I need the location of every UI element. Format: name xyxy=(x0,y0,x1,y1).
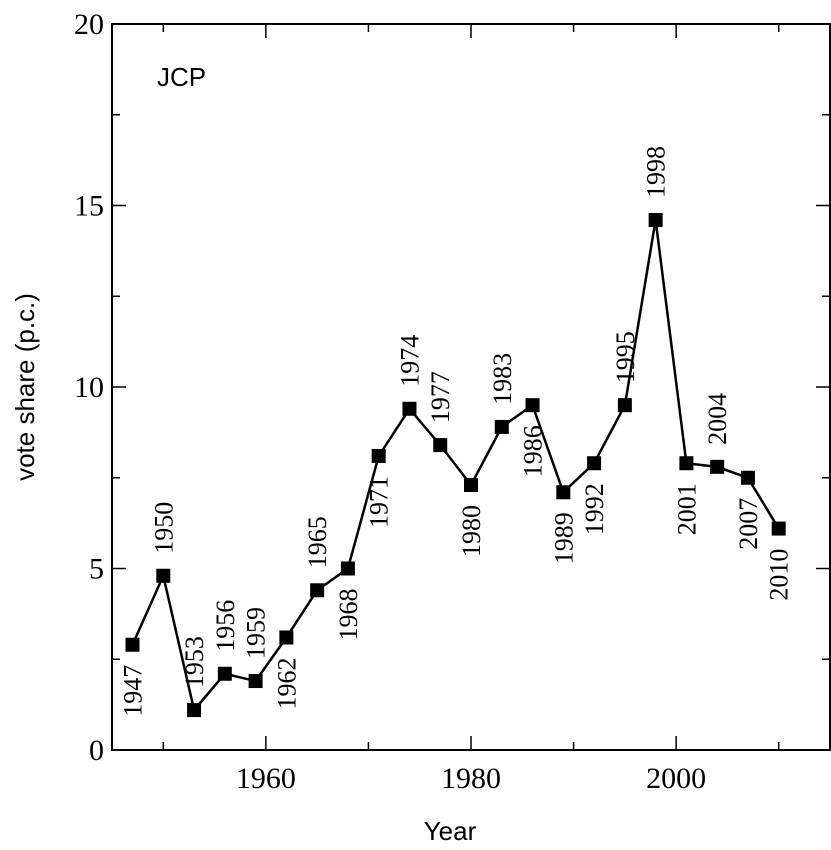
data-point-marker xyxy=(771,521,786,536)
x-tick-label: 1980 xyxy=(441,762,501,795)
point-label: 1995 xyxy=(611,331,640,383)
x-tick-label: 2000 xyxy=(646,762,706,795)
data-point-marker xyxy=(648,213,663,228)
data-point-marker xyxy=(310,583,325,598)
point-label: 1974 xyxy=(396,335,425,387)
data-point-marker xyxy=(217,666,232,681)
axis-ticks xyxy=(112,23,830,751)
point-label: 1956 xyxy=(211,600,240,652)
x-tick-label: 1960 xyxy=(236,762,296,795)
point-label: 1983 xyxy=(488,353,517,405)
data-point-marker xyxy=(402,401,417,416)
point-label: 2004 xyxy=(703,393,732,445)
point-label: 2010 xyxy=(765,549,794,601)
data-point-marker xyxy=(525,398,540,413)
panel-label: JCP xyxy=(157,62,206,92)
y-tick-label: 20 xyxy=(74,8,104,41)
point-label: 1998 xyxy=(642,146,671,198)
data-point-marker xyxy=(494,419,509,434)
data-point-marker xyxy=(433,438,448,453)
point-label: 2007 xyxy=(734,498,763,550)
data-point-marker xyxy=(556,485,571,500)
axis-tick-labels: 0 5 10 15 20 1960 1980 2000 xyxy=(74,8,706,795)
series-line xyxy=(131,219,780,713)
point-label: 1986 xyxy=(519,425,548,477)
data-point-marker xyxy=(617,398,632,413)
point-label: 1953 xyxy=(180,636,209,688)
point-label: 1962 xyxy=(272,658,301,710)
data-point-marker xyxy=(740,470,755,485)
x-axis-title: Year xyxy=(424,816,477,846)
data-point-marker xyxy=(587,456,602,471)
point-label: 1989 xyxy=(549,512,578,564)
data-point-marker xyxy=(248,674,263,689)
point-label: 1947 xyxy=(119,665,148,717)
y-tick-label: 10 xyxy=(74,371,104,404)
data-point-marker xyxy=(371,448,386,463)
y-axis-title: vote share (p.c.) xyxy=(10,293,40,481)
data-point-marker xyxy=(710,459,725,474)
data-point-marker xyxy=(156,568,171,583)
point-label: 1992 xyxy=(580,483,609,535)
data-point-marker xyxy=(279,630,294,645)
data-point-marker xyxy=(464,478,478,493)
y-tick-label: 15 xyxy=(74,190,104,223)
data-markers xyxy=(125,213,786,718)
point-label: 1971 xyxy=(365,476,394,528)
data-point-marker xyxy=(187,703,202,718)
point-label: 1950 xyxy=(149,502,178,554)
data-point-marker xyxy=(340,561,355,576)
point-label: 1977 xyxy=(426,371,455,423)
point-label: 1968 xyxy=(334,589,363,641)
point-label: 1965 xyxy=(303,516,332,568)
data-point-marker xyxy=(125,637,140,652)
point-label: 2001 xyxy=(672,483,701,535)
y-tick-label: 5 xyxy=(89,553,104,586)
point-label: 1959 xyxy=(242,607,271,659)
point-label: 1980 xyxy=(457,505,486,557)
data-point-marker xyxy=(679,456,694,471)
y-tick-label: 0 xyxy=(89,734,104,767)
